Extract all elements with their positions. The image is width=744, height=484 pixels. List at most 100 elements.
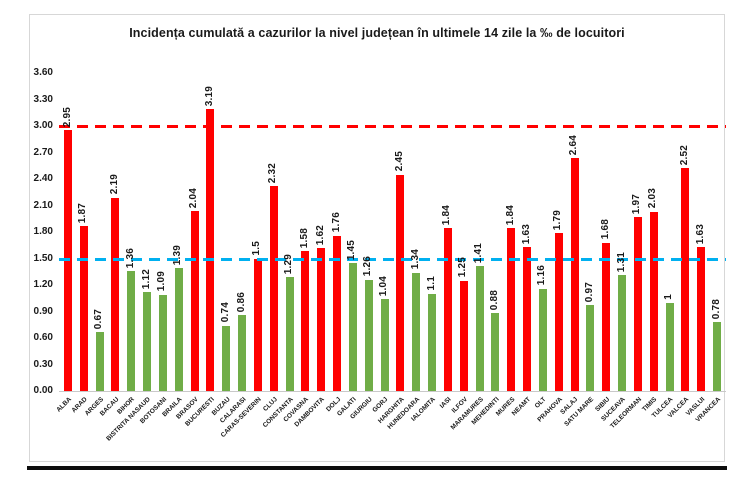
bar-harghita [396, 174, 405, 391]
chart-title: Incidența cumulată a cazurilor la nivel … [129, 26, 625, 40]
bar-dolj [333, 235, 342, 391]
bar-value-label-calarasi: 0.86 [235, 291, 247, 313]
bar-value-label-hunedoara: 1.34 [409, 249, 421, 270]
bar-value-label-vrancea: 0.78 [710, 298, 722, 320]
bar-tulcea [665, 302, 674, 391]
bar-value-label-arges: 0.67 [93, 308, 105, 329]
y-axis: 0.00 0.30 0.60 0.90 1.20 1.50 1.80 2.10 2.40 2.70… [30, 15, 724, 461]
bar-sibiu [602, 242, 611, 391]
x-axis: ALBA ARAD ARGES BACAU BIHOR BISTRITA NASAUD BO… [30, 392, 726, 462]
bar-dambovita [317, 247, 326, 391]
bar-value-label-bucuresti: 3.19 [203, 85, 215, 107]
y-axis-tick-label: 1.80 [33, 226, 53, 237]
bar-value-label-dambovita: 1.62 [314, 224, 326, 245]
bar-value-label-caras-severin: 1.5 [251, 240, 263, 256]
bar-value-label-sibiu: 1.68 [599, 219, 611, 240]
bar-value-label-maramures: 1.41 [473, 243, 485, 264]
bar-timis [649, 211, 658, 391]
bar-value-label-brasov: 2.04 [188, 187, 200, 208]
bar-value-label-buzau: 0.74 [219, 302, 231, 323]
y-axis-tick-label: 2.70 [33, 146, 53, 158]
reference-line-1.50 [59, 257, 726, 261]
bar-value-label-arad: 1.87 [77, 202, 89, 223]
bar-value-label-timis: 2.03 [647, 188, 659, 209]
bar-value-label-neamt: 1.63 [520, 223, 532, 245]
y-axis-tick-label: 3.60 [33, 67, 53, 78]
bar-hunedoara [412, 272, 421, 391]
bar-vaslui [697, 247, 706, 391]
bar-covasna [301, 251, 310, 391]
bar-value-label-dolj: 1.76 [330, 212, 342, 233]
bar-arges [95, 331, 104, 391]
y-axis-tick-label: 0.90 [33, 305, 53, 317]
reference-line-3.00 [59, 125, 726, 128]
bar-bacau [111, 197, 120, 391]
bar-giurgiu [364, 279, 373, 391]
bar-value-label-salaj: 2.64 [568, 134, 580, 155]
bar-teleorman [633, 216, 642, 391]
bar-value-label-olt: 1.16 [536, 265, 548, 286]
bar-value-label-mehedinti: 0.88 [488, 290, 500, 311]
bar-caras-severin [253, 258, 262, 391]
y-axis-tick-label: 3.00 [33, 120, 53, 131]
bar-constanta [285, 277, 294, 391]
y-axis-tick-label: 1.20 [33, 279, 53, 290]
bar-galati [348, 262, 357, 391]
chart-container: Incidența cumulată a cazurilor la nivel … [29, 14, 726, 462]
y-axis-tick-label: 0.60 [33, 332, 53, 343]
bar-value-label-mures: 1.84 [504, 205, 516, 226]
bar-value-label-suceava: 1.31 [615, 252, 627, 273]
bar-bistrita-nasaud [143, 292, 152, 391]
bar-value-label-bihor: 1.36 [124, 247, 136, 268]
y-axis-tick-label: 2.10 [33, 199, 53, 211]
bar-ialomita [428, 293, 437, 391]
bar-satu-mare [586, 305, 595, 391]
bar-value-label-prahova: 1.79 [552, 209, 564, 230]
x-axis-label-alba: ALBA [55, 396, 73, 414]
bar-botosani [158, 294, 167, 391]
bar-value-label-gorj: 1.04 [378, 275, 390, 297]
bar-value-label-covasna: 1.58 [298, 228, 310, 249]
bottom-divider-line [27, 466, 727, 470]
bar-value-label-constanta: 1.29 [283, 253, 295, 275]
bar-value-label-tulcea: 1 [663, 293, 675, 300]
bar-bucuresti [206, 109, 215, 391]
y-axis-tick-label: 3.30 [33, 93, 53, 105]
bar-mehedinti [491, 313, 500, 391]
y-axis-tick-label: 0.30 [33, 358, 53, 370]
bar-value-label-harghita: 2.45 [393, 151, 405, 172]
bar-prahova [554, 232, 563, 391]
y-axis-tick-label: 1.50 [33, 252, 53, 264]
bar-mures [507, 228, 516, 391]
bar-brasov [190, 210, 199, 391]
plot-area: 2.95 1.87 0.67 2.19 1.36 1.12 1.09 1.39 2.04 3.19… [59, 73, 726, 392]
bar-value-label-teleorman: 1.97 [631, 193, 643, 214]
bar-maramures [475, 266, 484, 391]
bar-value-label-giurgiu: 1.26 [362, 256, 374, 277]
bar-value-label-alba: 2.95 [61, 107, 73, 128]
bar-braila [174, 268, 183, 391]
bar-value-label-ialomita: 1.1 [425, 276, 437, 291]
bar-value-label-cluj: 2.32 [267, 162, 279, 184]
bar-arad [79, 225, 88, 391]
bar-neamt [523, 247, 532, 391]
bar-buzau [222, 325, 231, 391]
y-axis-tick-label: 0.00 [33, 385, 53, 396]
bar-calarasi [238, 315, 247, 391]
bar-value-label-iasi: 1.84 [441, 205, 453, 226]
bar-olt [538, 288, 547, 391]
bar-gorj [380, 299, 389, 391]
bar-alba [64, 130, 72, 391]
y-axis-tick-label: 2.40 [33, 173, 53, 184]
bar-suceava [618, 275, 627, 391]
bar-value-label-ilfov: 1.25 [457, 257, 469, 278]
bar-ilfov [459, 280, 468, 391]
bar-value-label-valcea: 2.52 [678, 145, 690, 166]
bar-value-label-bacau: 2.19 [108, 174, 120, 195]
bar-value-label-braila: 1.39 [172, 244, 184, 266]
bar-bihor [127, 270, 136, 391]
x-axis-line [59, 391, 726, 392]
bar-cluj [269, 186, 278, 391]
bar-value-label-satu-mare: 0.97 [583, 282, 595, 303]
bar-vrancea [713, 322, 722, 391]
